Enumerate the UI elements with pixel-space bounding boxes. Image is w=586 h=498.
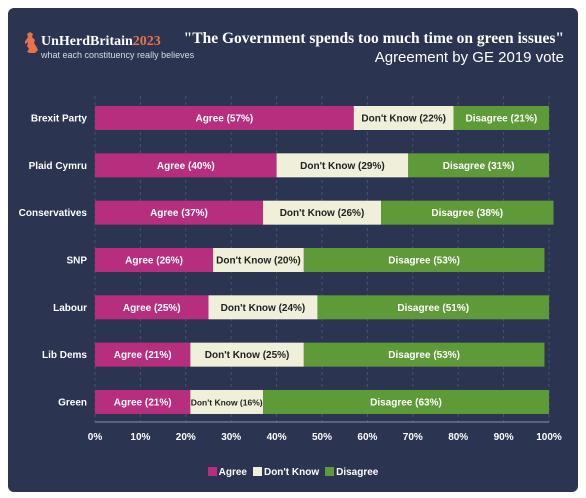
data-label: Disagree (38%) <box>431 208 503 219</box>
bar-segment <box>95 106 354 130</box>
bar-segment <box>95 295 209 320</box>
category-label: Plaid Cymru <box>29 161 87 172</box>
data-label: Disagree (31%) <box>443 161 515 172</box>
data-label: Agree (37%) <box>150 208 208 219</box>
legend-label: Disagree <box>336 467 379 478</box>
chart-subtitle: Agreement by GE 2019 vote <box>374 49 564 66</box>
bar-segment <box>408 153 549 178</box>
data-label: Disagree (63%) <box>370 397 442 408</box>
x-tick-label: 100% <box>536 432 562 443</box>
data-label: Agree (57%) <box>195 114 253 125</box>
bar-segment <box>276 153 409 178</box>
legend-item: Agree <box>207 467 247 478</box>
legend-swatch <box>252 467 262 476</box>
data-label: Don't Know (26%) <box>280 208 365 219</box>
legend-item: Don't Know <box>252 467 320 478</box>
data-label: Don't Know (29%) <box>300 161 385 172</box>
data-label: Don't Know (24%) <box>221 303 306 314</box>
bar-segment <box>353 106 454 130</box>
data-label: Agree (26%) <box>125 255 183 266</box>
category-label: Green <box>58 397 87 408</box>
bar-segment <box>95 247 214 272</box>
data-label: Don't Know (20%) <box>216 255 301 266</box>
data-label: Disagree (53%) <box>388 350 460 361</box>
bar-segment <box>95 153 277 178</box>
bar-segment <box>95 389 191 414</box>
legend-label: Don't Know <box>263 467 320 478</box>
data-label: Agree (21%) <box>114 350 172 361</box>
uk-map-icon <box>24 32 38 59</box>
chart-legend: Agree Don't Know Disagree <box>8 467 578 478</box>
data-label: Don't Know (16%) <box>191 397 263 407</box>
bar-segment <box>262 389 549 414</box>
data-label: Agree (25%) <box>123 303 181 314</box>
x-tick-label: 60% <box>357 432 377 443</box>
bar-segment <box>95 200 263 225</box>
x-tick-label: 50% <box>312 432 332 443</box>
legend-label: Agree <box>218 467 247 478</box>
bar-segment <box>381 200 554 225</box>
data-label: Don't Know (22%) <box>361 114 446 125</box>
bar-segment <box>303 342 545 367</box>
bar-segment <box>213 247 304 272</box>
data-label: Agree (40%) <box>157 161 215 172</box>
bar-segment <box>190 342 304 367</box>
bar-segment <box>95 342 191 367</box>
x-tick-label: 40% <box>267 432 287 443</box>
bar-segment <box>190 389 263 414</box>
x-tick-label: 90% <box>494 432 514 443</box>
data-label: Disagree (53%) <box>388 255 460 266</box>
category-label: Conservatives <box>19 208 88 219</box>
data-label: Don't Know (25%) <box>205 350 290 361</box>
x-tick-label: 80% <box>448 432 468 443</box>
data-label: Disagree (21%) <box>465 114 537 125</box>
brand-name: UnHerdBritain <box>41 34 133 49</box>
data-label: Agree (21%) <box>114 397 172 408</box>
brand-tagline: what each constituency really believes <box>41 50 195 60</box>
x-tick-label: 70% <box>403 432 423 443</box>
x-tick-label: 30% <box>221 432 241 443</box>
x-tick-label: 0% <box>88 432 103 443</box>
bar-segment <box>262 200 382 225</box>
legend-item: Disagree <box>325 467 378 478</box>
stacked-bar-chart: 0% 10% 20% 30% 40% 50% 60% 70% 80% 90% 100% Brexit … <box>19 96 562 443</box>
category-label: SNP <box>66 255 87 266</box>
category-label: Labour <box>53 303 87 314</box>
bar-segment <box>453 106 549 130</box>
legend-swatch <box>207 467 217 476</box>
chart-title: "The Government spends too much time on … <box>183 30 564 47</box>
x-tick-label: 20% <box>176 432 196 443</box>
x-tick-label: 10% <box>130 432 150 443</box>
bar-segment <box>317 295 549 320</box>
bar-segment <box>303 247 545 272</box>
category-label: Lib Dems <box>42 350 87 361</box>
category-label: Brexit Party <box>31 114 88 125</box>
data-label: Disagree (51%) <box>397 303 469 314</box>
chart-panel: UnHerdBritain2023 what each constituency… <box>8 8 578 492</box>
brand-year: 2023 <box>132 34 161 49</box>
legend-swatch <box>325 467 335 476</box>
brand-logo-text: UnHerdBritain2023 <box>41 34 161 50</box>
bar-segment <box>208 295 318 320</box>
